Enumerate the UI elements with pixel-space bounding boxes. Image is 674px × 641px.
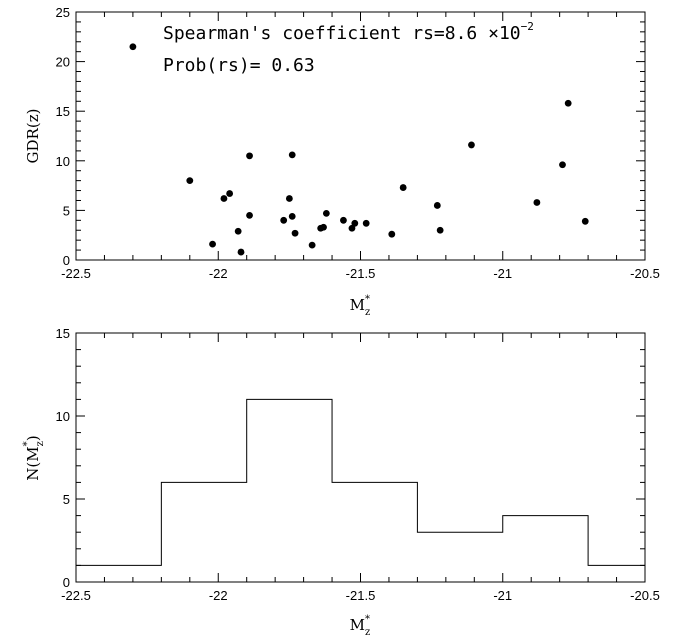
histogram-bin [247, 399, 332, 582]
scatter-point [581, 217, 589, 225]
scatter-point [234, 227, 242, 235]
scatter-points [129, 43, 589, 256]
histogram-bin [503, 516, 588, 582]
scatter-point [246, 152, 253, 160]
scatter-point [308, 241, 316, 249]
histogram-y-tick-label: 5 [63, 492, 70, 507]
spearman-annotation: Spearman's coefficient rs=8.6 ×10−2 [163, 20, 534, 44]
scatter-x-axis-label: M* z [350, 294, 371, 318]
scatter-y-tick-labels: 0 5 10 15 20 25 [56, 5, 70, 268]
histogram-y-tick-label: 10 [56, 409, 70, 424]
scatter-point [351, 219, 359, 227]
scatter-y-tick-label: 10 [56, 154, 70, 169]
histogram-x-axis-label: M* z [350, 614, 371, 638]
histogram-bin [332, 482, 417, 582]
scatter-point [399, 184, 407, 191]
scatter-point [288, 212, 296, 220]
scatter-point [285, 195, 293, 202]
scatter-point [559, 161, 566, 169]
scatter-point [320, 223, 327, 231]
spearman-exponent: −2 [521, 20, 534, 33]
histogram-y-tick-labels: 0 5 10 15 [56, 326, 70, 590]
histogram-ticks [75, 332, 646, 583]
histogram-x-tick-label: -20.5 [630, 588, 660, 603]
scatter-y-tick-label: 5 [63, 203, 70, 218]
scatter-point [129, 43, 137, 51]
scatter-y-axis-label: GDR(z) [24, 109, 42, 164]
histogram-y-tick-label: 15 [56, 326, 70, 341]
scatter-point [237, 248, 245, 256]
scatter-point [322, 209, 330, 217]
histogram-x-tick-label: -21.5 [346, 588, 376, 603]
scatter-y-tick-label: 20 [56, 55, 70, 70]
scatter-x-tick-label: -21 [493, 266, 512, 281]
histogram-bin [161, 482, 246, 582]
histogram-y-tick-label: 0 [63, 575, 70, 590]
scatter-ticks [75, 11, 646, 261]
scatter-point [291, 229, 299, 237]
scatter-point [220, 195, 228, 202]
scatter-frame [75, 11, 646, 261]
histogram-x-tick-label: -22 [209, 588, 228, 603]
scatter-point [468, 141, 475, 149]
scatter-point [533, 199, 541, 206]
histogram-y-axis-label: N(M* z) [22, 435, 46, 480]
scatter-point [388, 230, 396, 238]
histogram-panel: -22.5 -22 -21.5 -21 -20.5 0 5 10 15 N(M* z) M* z [22, 326, 660, 638]
scatter-point [433, 202, 441, 209]
histogram-x-tick-labels: -22.5 -22 -21.5 -21 -20.5 [61, 588, 660, 603]
scatter-point [436, 226, 444, 234]
scatter-point [564, 99, 572, 107]
scatter-x-tick-label: -20.5 [630, 266, 660, 281]
histogram-outline [76, 398, 645, 566]
spearman-text: Spearman's coefficient rs=8.6 ×10 [163, 23, 521, 44]
scatter-point [348, 224, 356, 232]
scatter-point [280, 216, 288, 224]
scatter-x-tick-label: -22.5 [61, 266, 91, 281]
histogram-bin [76, 565, 161, 582]
scatter-point [246, 211, 253, 219]
scatter-y-tick-label: 25 [56, 5, 70, 20]
scatter-panel: -22.5 -22 -21.5 -21 -20.5 0 5 10 15 20 25 Spearma… [24, 5, 660, 318]
scatter-y-tick-label: 15 [56, 104, 70, 119]
scatter-point [209, 240, 216, 248]
probability-annotation: Prob(rs)= 0.63 [163, 55, 315, 76]
histogram-x-tick-label: -22.5 [61, 588, 91, 603]
scatter-point [288, 151, 296, 159]
histogram-x-tick-label: -21 [493, 588, 512, 603]
scatter-y-tick-label: 0 [63, 253, 70, 268]
scatter-point [340, 216, 347, 224]
histogram-bins [76, 398, 645, 582]
scatter-x-tick-label: -22 [209, 266, 228, 281]
scatter-point [226, 190, 234, 197]
scatter-x-tick-label: -21.5 [346, 266, 376, 281]
scatter-x-tick-labels: -22.5 -22 -21.5 -21 -20.5 [61, 266, 660, 281]
scatter-point [186, 177, 194, 185]
histogram-bin [417, 532, 502, 582]
scatter-point [362, 219, 370, 227]
